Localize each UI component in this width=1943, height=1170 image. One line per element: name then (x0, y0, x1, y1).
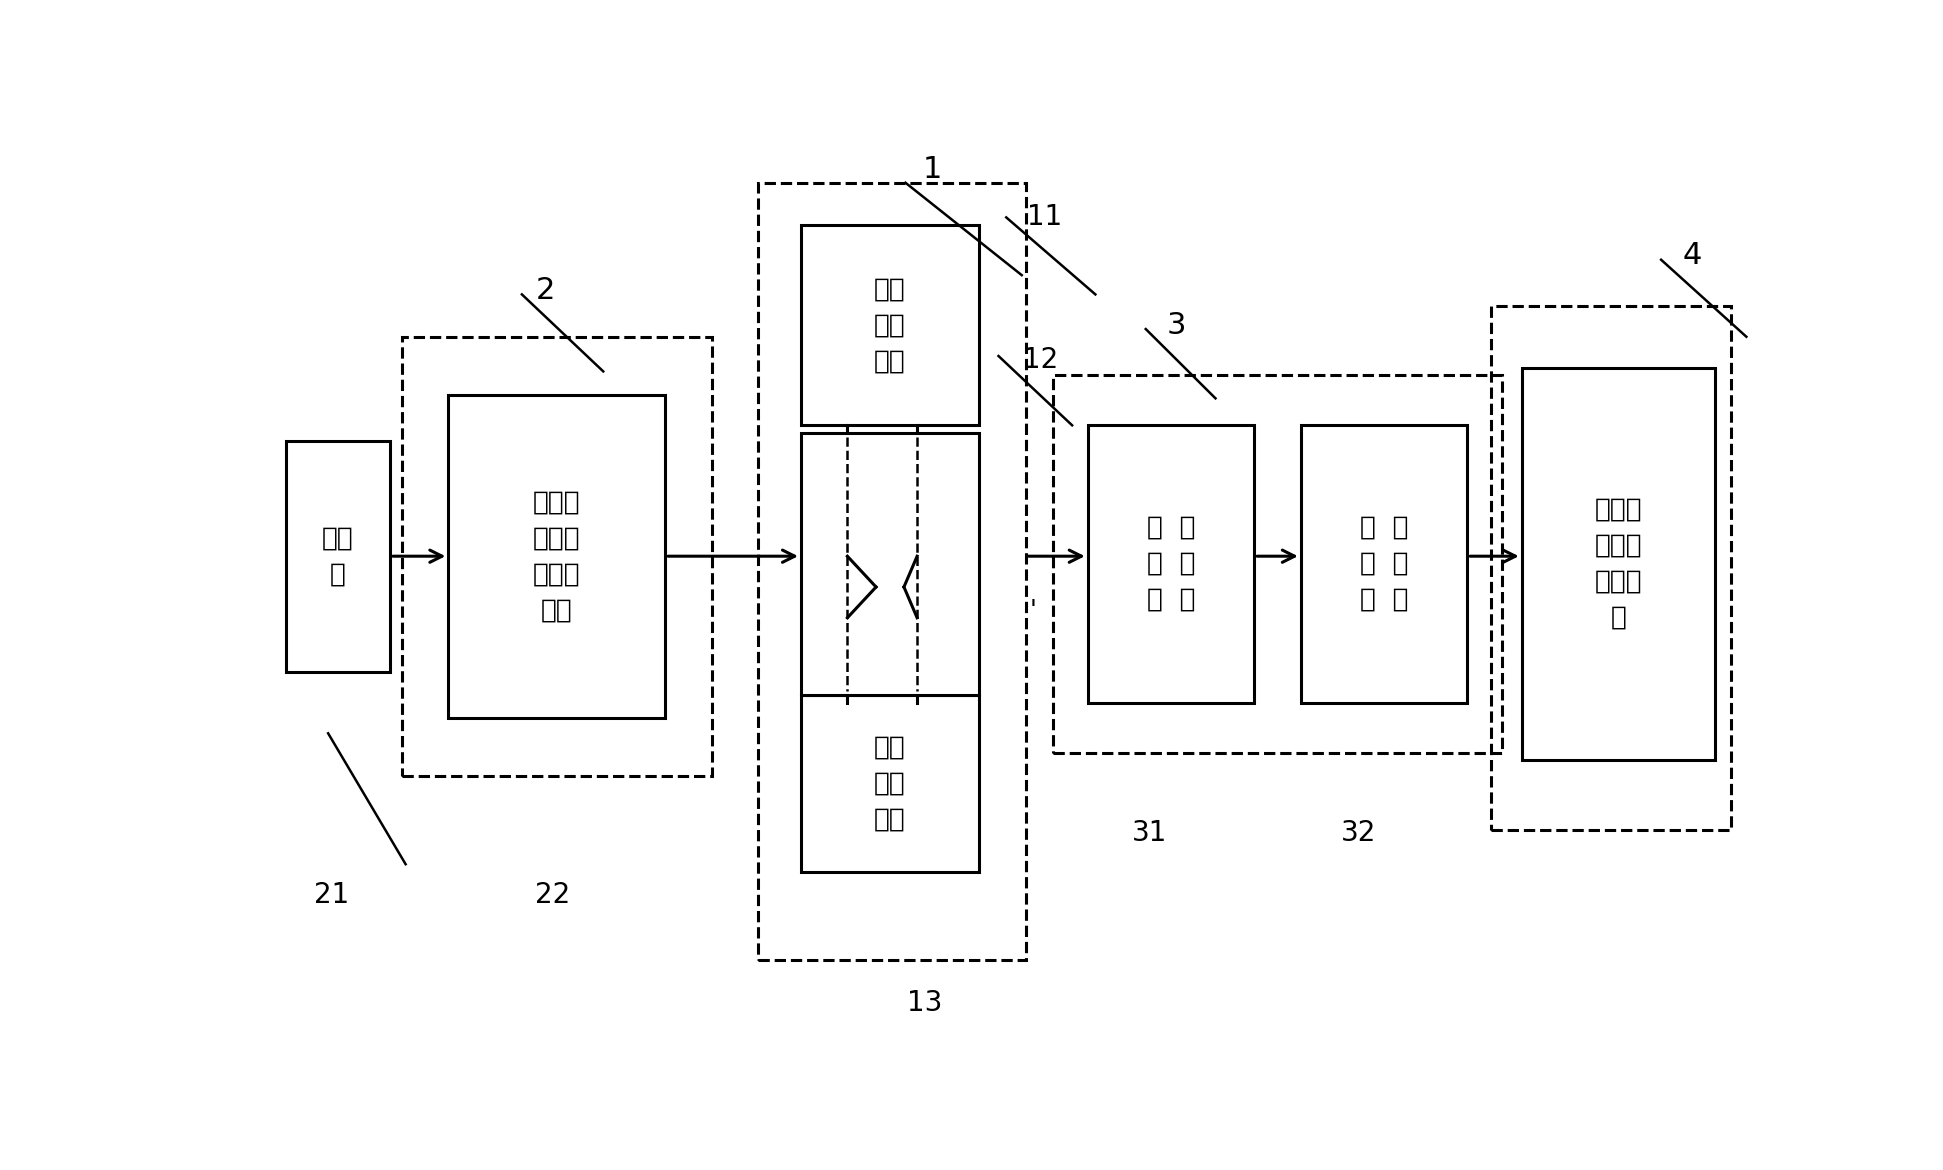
Text: 31: 31 (1133, 819, 1168, 847)
Text: 进样
控制
模块: 进样 控制 模块 (874, 735, 905, 832)
Text: 废液
处理
模块: 废液 处理 模块 (874, 276, 905, 374)
Text: ': ' (1030, 598, 1038, 622)
Text: 4: 4 (1683, 241, 1702, 270)
Text: 分类分
析统计
处理模
块: 分类分 析统计 处理模 块 (1595, 497, 1642, 631)
Text: 3: 3 (1168, 311, 1187, 339)
Bar (1300, 426, 1467, 702)
Bar (801, 695, 979, 872)
Bar (1490, 305, 1731, 830)
Text: 11: 11 (1028, 204, 1063, 232)
Text: 信  号
预  处
理  器: 信 号 预 处 理 器 (1360, 515, 1409, 613)
Bar (402, 337, 711, 776)
Text: 13: 13 (907, 989, 942, 1017)
Text: 12: 12 (1024, 346, 1059, 374)
Text: 22: 22 (534, 881, 571, 909)
Bar (1053, 376, 1502, 752)
Bar (1521, 367, 1716, 760)
Text: 2: 2 (536, 276, 556, 305)
Bar (1088, 426, 1255, 702)
Text: 32: 32 (1341, 819, 1376, 847)
Bar (801, 433, 979, 695)
Text: 1: 1 (923, 156, 942, 184)
Text: 光  信
号  检
测  器: 光 信 号 检 测 器 (1146, 515, 1195, 613)
Bar (449, 394, 665, 718)
Text: 21: 21 (315, 881, 350, 909)
Bar (286, 441, 391, 672)
Text: 激光
器: 激光 器 (323, 525, 354, 587)
Bar (801, 225, 979, 426)
Text: 检验光
束形成
与校准
模块: 检验光 束形成 与校准 模块 (532, 489, 581, 624)
Bar (758, 183, 1026, 961)
